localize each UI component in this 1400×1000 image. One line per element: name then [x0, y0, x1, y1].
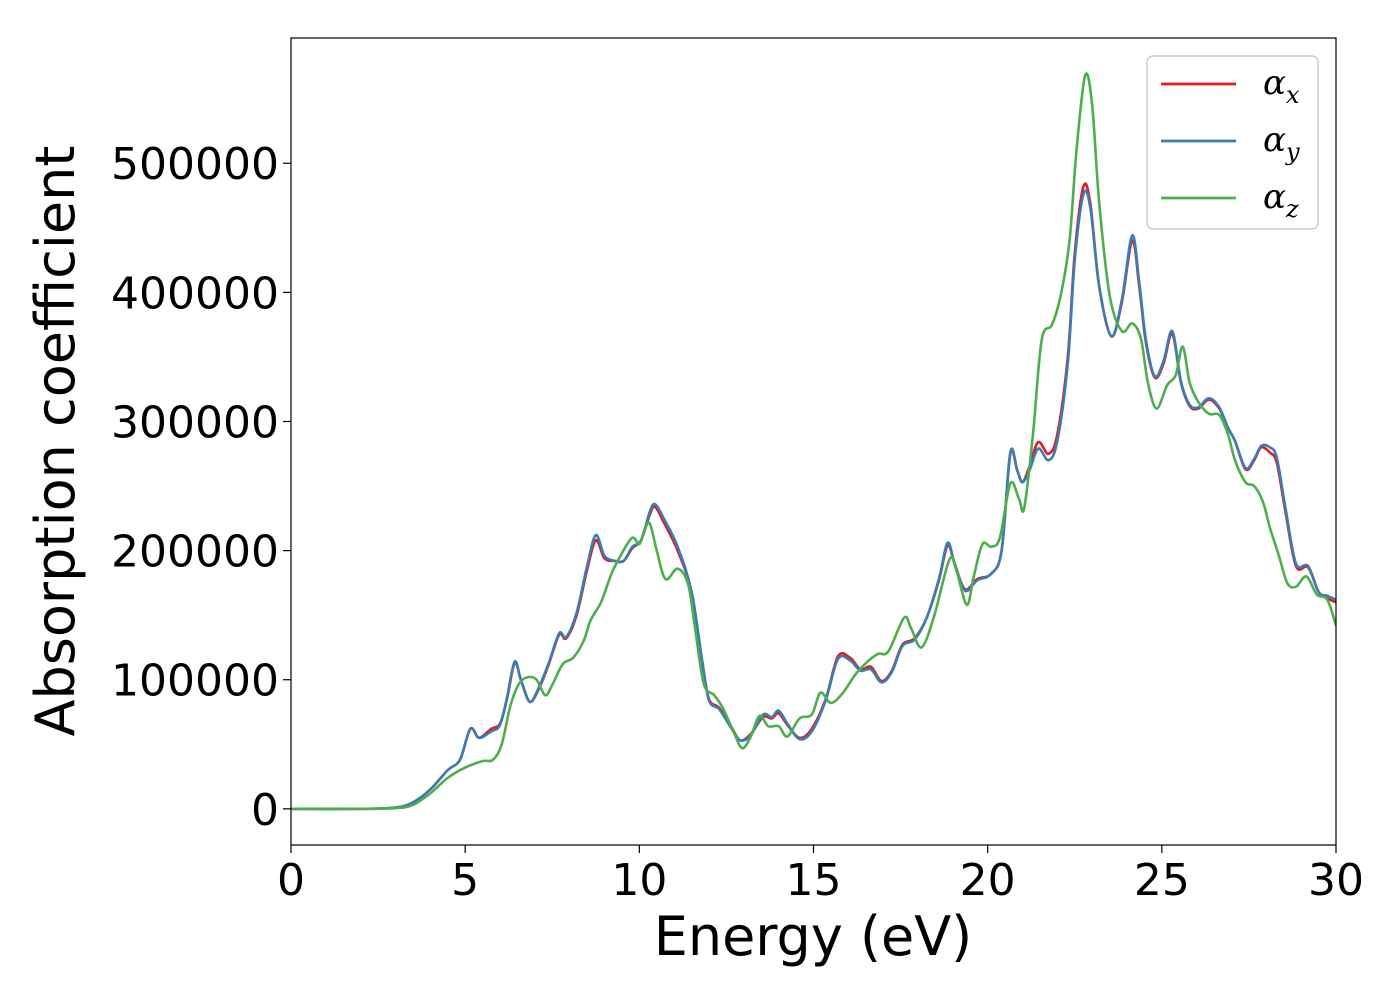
y-tick-label: 200000	[111, 527, 279, 578]
x-axis-label: Energy (eV)	[654, 905, 973, 968]
y-tick-label: 300000	[111, 397, 279, 448]
x-axis-ticks: 0 5 10 15 20 25 30	[277, 845, 1364, 906]
y-tick-label: 0	[251, 785, 279, 836]
x-tick-label: 20	[960, 855, 1016, 906]
series-line-z	[291, 72, 1336, 811]
legend-box	[1146, 55, 1319, 230]
series-line-y	[291, 189, 1336, 811]
x-tick-label: 0	[277, 855, 305, 906]
legend-label-z: αz	[1263, 177, 1299, 223]
x-tick-label: 25	[1134, 855, 1190, 906]
x-tick-label: 5	[451, 855, 479, 906]
legend: αx αy αz	[1146, 55, 1319, 230]
y-tick-label: 400000	[111, 268, 279, 319]
series-layer	[291, 72, 1336, 811]
y-axis-label: Absorption coefficient	[24, 146, 87, 737]
legend-label-x: αx	[1263, 63, 1300, 109]
x-tick-label: 10	[611, 855, 667, 906]
y-tick-label: 100000	[111, 656, 279, 707]
legend-label-y: αy	[1263, 120, 1300, 166]
x-tick-label: 15	[786, 855, 842, 906]
y-axis-ticks: 0 100000 200000 300000 400000 500000	[111, 139, 291, 836]
y-tick-label: 500000	[111, 139, 279, 190]
x-tick-label: 30	[1308, 855, 1364, 906]
